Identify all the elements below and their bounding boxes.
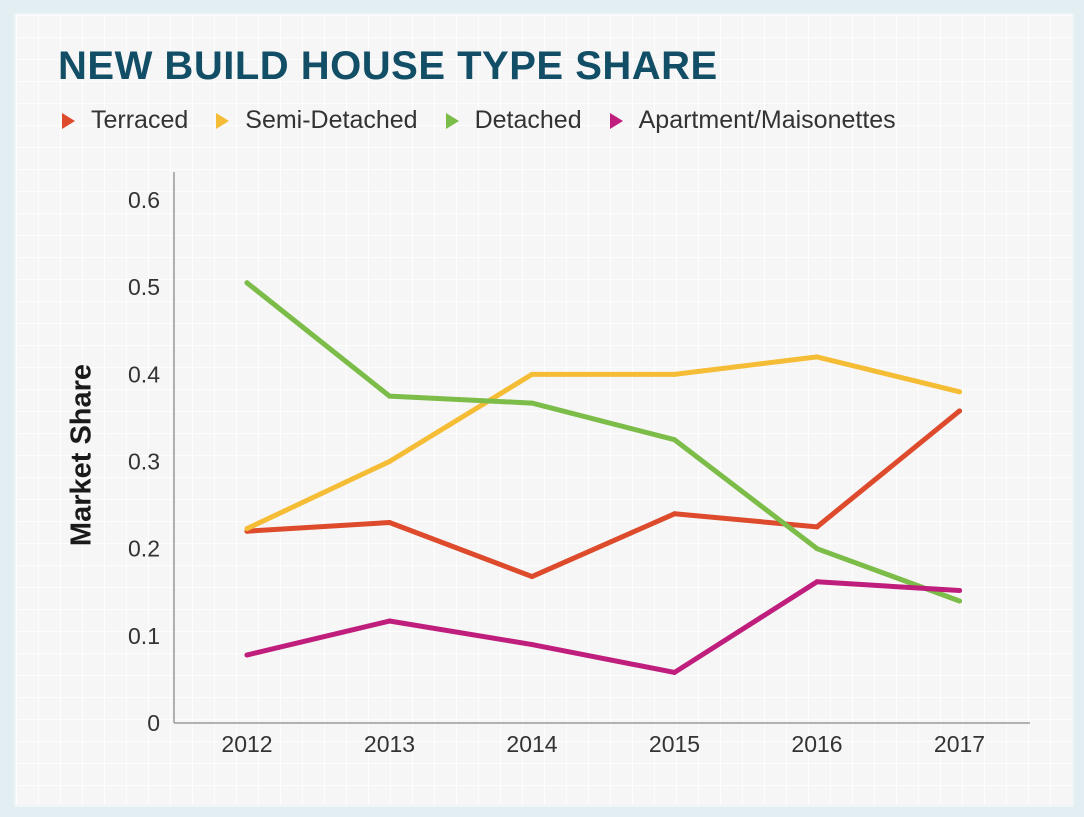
data-point-detached bbox=[957, 598, 962, 604]
legend-label: Apartment/Maisonettes bbox=[638, 106, 896, 134]
y-tick-label: 0.1 bbox=[128, 623, 160, 649]
data-point-apartment-maisonettes bbox=[244, 652, 250, 658]
legend-triangle-icon bbox=[609, 112, 623, 129]
legend-item-apartment: Apartment/Maisonettes bbox=[609, 106, 896, 135]
x-tick-label: 2017 bbox=[934, 731, 985, 757]
data-point-terraced bbox=[814, 524, 820, 530]
x-tick-label: 2012 bbox=[221, 731, 272, 757]
y-tick-label: 0 bbox=[147, 710, 160, 736]
data-point-apartment-maisonettes bbox=[957, 588, 962, 594]
legend-label: Semi-Detached bbox=[245, 106, 418, 134]
data-point-apartment-maisonettes bbox=[387, 618, 392, 624]
data-point-detached bbox=[387, 393, 392, 399]
data-point-apartment-maisonettes bbox=[814, 579, 820, 585]
legend-triangle-icon bbox=[216, 112, 230, 129]
legend-triangle-icon bbox=[62, 112, 75, 129]
legend-item-semi-detached: Semi-Detached bbox=[216, 106, 418, 135]
data-point-terraced bbox=[672, 511, 677, 517]
y-tick-label: 0.5 bbox=[128, 274, 160, 300]
y-tick-label: 0.3 bbox=[128, 449, 160, 475]
legend-label: Detached bbox=[474, 106, 582, 134]
series-line-detached bbox=[244, 280, 962, 604]
data-point-apartment-maisonettes bbox=[672, 669, 677, 675]
series-line-apartment-maisonettes bbox=[244, 579, 962, 675]
data-point-detached bbox=[529, 400, 535, 406]
chart-card bbox=[14, 13, 1074, 807]
series-line-terraced bbox=[244, 408, 962, 580]
data-point-terraced bbox=[387, 520, 392, 526]
data-point-semi-detached bbox=[387, 459, 392, 464]
data-point-semi-detached bbox=[244, 526, 250, 532]
x-tick-label: 2013 bbox=[364, 731, 415, 757]
x-tick-label: 2015 bbox=[649, 731, 700, 757]
legend-triangle-icon bbox=[445, 112, 459, 129]
data-point-detached bbox=[814, 546, 820, 552]
legend-label: Terraced bbox=[91, 106, 189, 134]
data-point-semi-detached bbox=[672, 371, 677, 377]
series-line-semi-detached bbox=[244, 354, 962, 532]
y-tick-label: 0.6 bbox=[128, 187, 160, 213]
legend: Terraced Semi-Detached Detached Apartmen… bbox=[62, 106, 924, 135]
x-tick-label: 2014 bbox=[506, 731, 557, 757]
legend-item-terraced: Terraced bbox=[62, 106, 188, 135]
y-tick-label: 0.4 bbox=[128, 361, 160, 387]
chart-title: NEW BUILD HOUSE TYPE SHARE bbox=[58, 44, 718, 88]
data-point-apartment-maisonettes bbox=[529, 642, 535, 648]
data-point-detached bbox=[672, 437, 677, 443]
data-point-terraced bbox=[957, 408, 962, 414]
legend-item-detached: Detached bbox=[445, 106, 582, 135]
data-point-detached bbox=[244, 280, 250, 286]
data-point-semi-detached bbox=[814, 354, 820, 360]
data-point-semi-detached bbox=[529, 371, 535, 377]
x-tick-label: 2016 bbox=[791, 731, 842, 757]
y-tick-label: 0.2 bbox=[128, 536, 160, 562]
data-point-semi-detached bbox=[957, 389, 962, 395]
data-point-terraced bbox=[529, 574, 535, 580]
